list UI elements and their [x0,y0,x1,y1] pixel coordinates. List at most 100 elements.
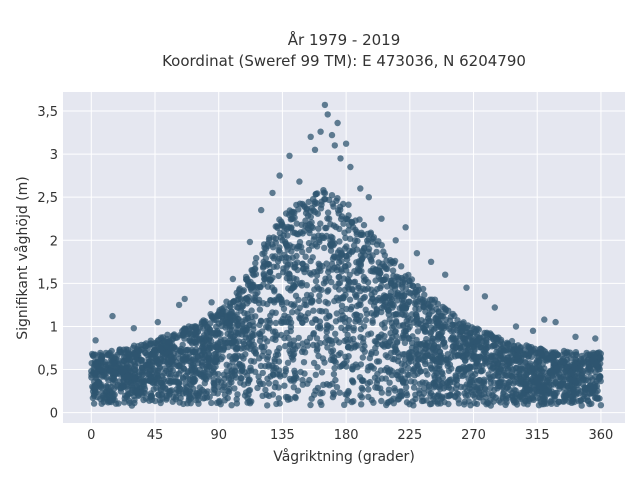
data-point [100,365,108,373]
data-point [577,397,585,404]
data-point [352,342,359,350]
data-point [221,397,228,404]
data-point [388,258,396,266]
data-point [266,276,273,283]
data-point [332,359,339,366]
data-point [365,235,372,243]
data-point [350,335,357,343]
data-point [393,291,400,298]
data-point [240,381,248,388]
data-point [427,318,435,325]
x-tick-label: 90 [210,428,227,443]
data-point [312,371,319,378]
data-point [529,327,537,334]
data-point [281,251,288,258]
data-point [545,386,552,394]
data-point [551,359,558,366]
data-point [449,334,456,341]
data-point [522,398,529,405]
data-point [201,380,208,387]
data-point [106,393,113,400]
data-point [232,355,240,362]
data-point [439,335,446,342]
data-point [252,265,259,272]
data-point [250,326,257,333]
data-point [252,313,259,320]
data-point [323,314,330,322]
data-point [379,342,386,349]
data-point [427,392,434,399]
data-point [500,344,507,351]
data-point [391,387,399,394]
data-point [324,344,331,351]
data-point [135,372,143,379]
data-point [578,356,585,363]
data-point [272,319,280,327]
data-point [386,379,393,386]
data-point [350,398,357,405]
data-point [418,393,425,401]
data-point [574,365,582,372]
data-point [405,365,412,372]
data-point [374,269,382,276]
data-point [90,400,98,407]
data-point [438,380,445,387]
data-point [549,354,557,361]
data-point [357,287,364,295]
data-point [190,378,197,386]
data-point [247,357,255,365]
data-point [305,198,312,206]
data-point [105,377,112,384]
data-point [329,380,336,387]
data-point [417,347,424,354]
data-point [206,344,213,352]
data-point [246,238,254,246]
data-point [413,250,421,257]
data-point [529,394,536,401]
data-point [294,342,301,349]
data-point [564,360,571,367]
data-point [472,383,479,391]
data-point [291,264,298,271]
data-point [191,357,199,364]
data-point [293,201,300,209]
data-point [362,316,370,324]
data-point [478,368,485,375]
data-point [426,361,434,369]
data-point [369,252,376,259]
data-point [331,297,338,305]
data-point [264,283,272,290]
data-point [349,365,356,372]
data-point [151,367,158,375]
data-point [301,203,308,211]
data-point [219,386,226,393]
data-point [313,200,320,207]
data-point [537,345,544,353]
data-point [92,361,99,368]
data-point [217,330,224,337]
data-point [341,401,348,408]
data-point [284,394,291,401]
data-point [403,389,410,397]
data-point [591,354,598,361]
data-point [297,368,304,376]
data-point [274,351,282,358]
data-point [578,402,585,409]
data-point [550,390,557,398]
data-point [317,205,325,212]
data-point [226,321,233,328]
data-point [310,359,318,367]
data-point [192,328,199,336]
data-point [437,385,444,393]
data-point [403,399,411,406]
data-point [276,229,284,237]
data-point [357,361,365,368]
data-point [540,369,548,376]
data-point [491,386,498,394]
data-point [360,335,367,342]
data-point [108,398,115,406]
data-point [244,275,251,283]
data-point [596,354,603,361]
data-point [474,337,481,344]
data-point [150,379,157,387]
